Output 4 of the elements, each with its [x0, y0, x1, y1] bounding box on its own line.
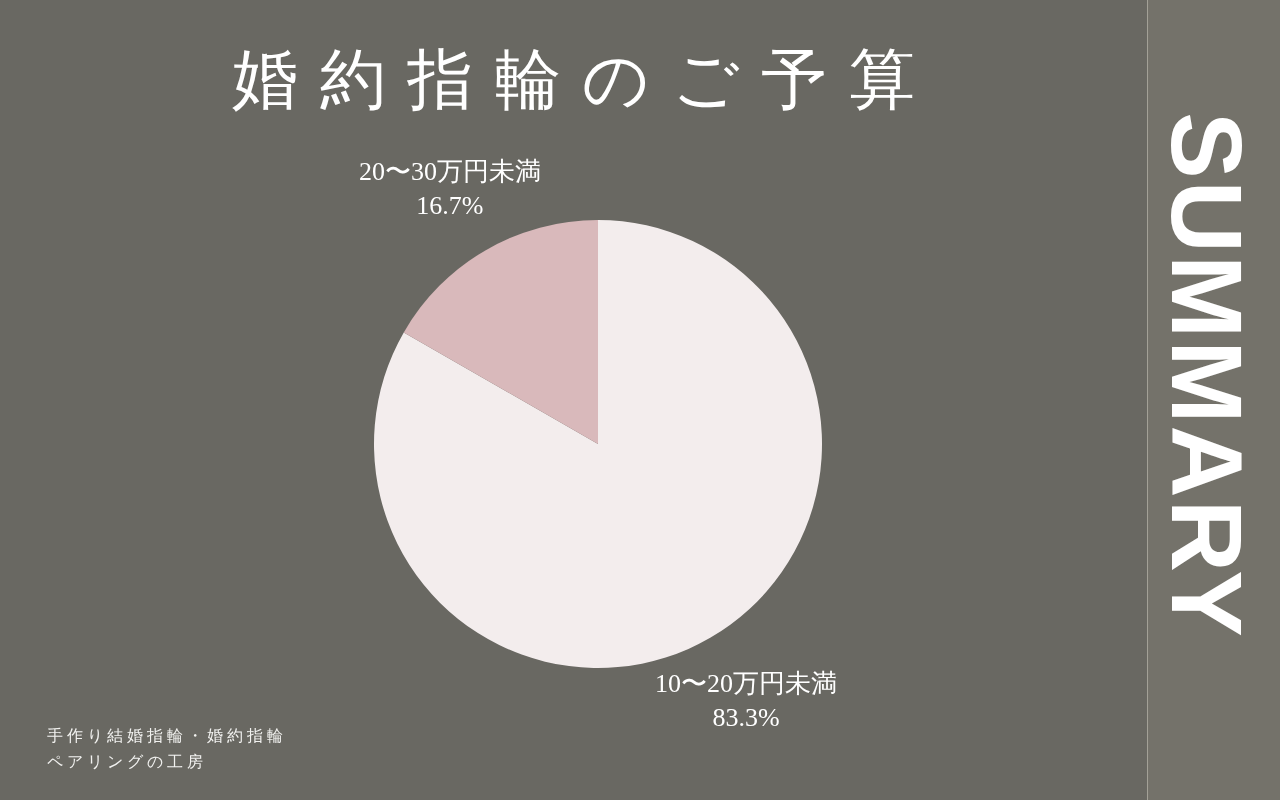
annotation: SUMMARY	[1151, 112, 1263, 639]
title: 婚約指輪のご予算	[232, 43, 915, 116]
annotation: ペアリングの工房	[47, 753, 207, 770]
annotation: 手作り結婚指輪・婚約指輪	[47, 727, 287, 744]
